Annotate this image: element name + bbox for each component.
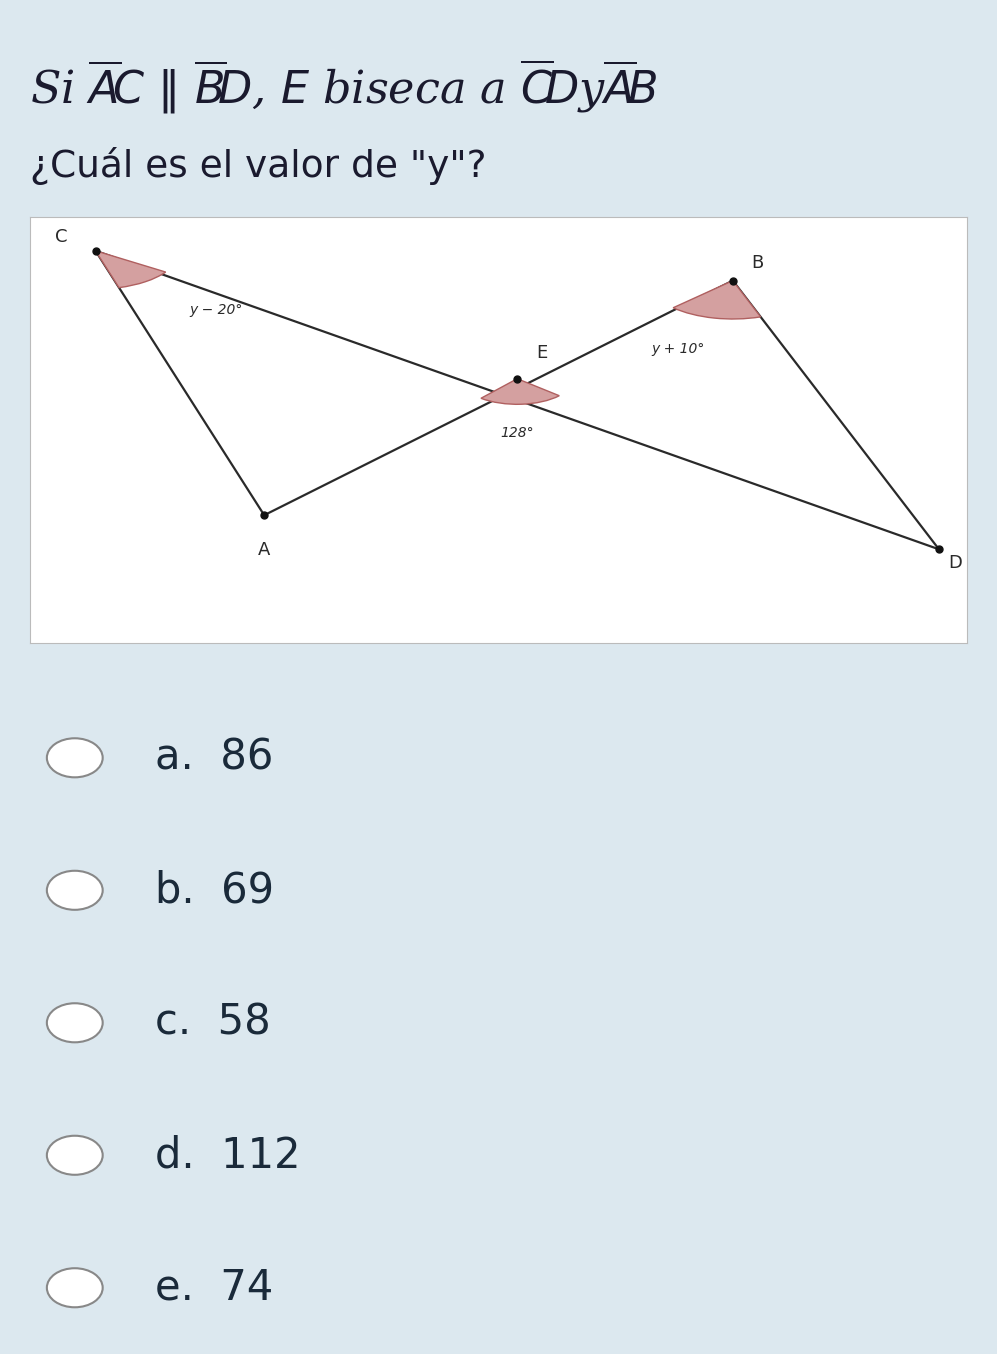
Circle shape xyxy=(47,1269,103,1307)
Circle shape xyxy=(47,871,103,910)
Circle shape xyxy=(47,738,103,777)
Circle shape xyxy=(47,1136,103,1175)
Circle shape xyxy=(47,1003,103,1043)
Text: y + 10°: y + 10° xyxy=(651,341,705,356)
Wedge shape xyxy=(673,280,761,320)
Text: ¿Cuál es el valor de "y"?: ¿Cuál es el valor de "y"? xyxy=(30,148,486,185)
Text: e.  74: e. 74 xyxy=(155,1267,273,1309)
Wedge shape xyxy=(96,250,166,287)
Wedge shape xyxy=(481,379,559,405)
Text: E: E xyxy=(536,344,547,362)
Text: D: D xyxy=(948,554,962,571)
Text: b.  69: b. 69 xyxy=(155,869,273,911)
Text: C: C xyxy=(55,229,68,246)
Text: Si $\mathit{\overline{A}\!C}\ \|\ \mathit{\overline{B}\!D}$, $\mathit{E}$ biseca: Si $\mathit{\overline{A}\!C}\ \|\ \mathi… xyxy=(30,57,656,115)
Text: 128°: 128° xyxy=(500,425,534,440)
Text: d.  112: d. 112 xyxy=(155,1135,300,1177)
Text: c.  58: c. 58 xyxy=(155,1002,270,1044)
Text: A: A xyxy=(258,540,270,559)
Text: y − 20°: y − 20° xyxy=(189,303,242,317)
Text: B: B xyxy=(752,255,764,272)
Text: a.  86: a. 86 xyxy=(155,737,273,779)
